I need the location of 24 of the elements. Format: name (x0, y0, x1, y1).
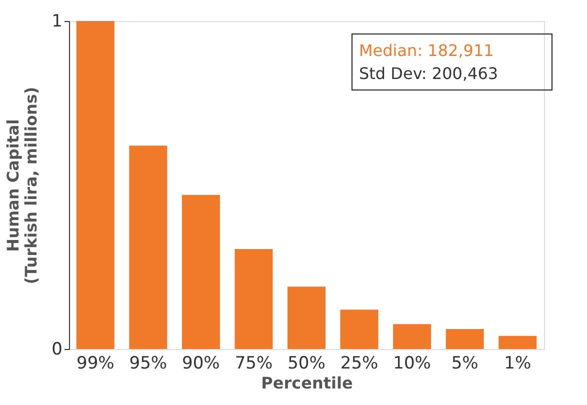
x-tick-label: 95% (129, 354, 168, 374)
y-tick-label: 0 (52, 340, 62, 360)
y-tick-label: 1 (52, 12, 62, 32)
y-axis-title: Human Capital (Turkish lira, millions) (4, 86, 41, 284)
annotation: Std Dev: 200,463 (359, 64, 498, 83)
x-tick-label: 1% (504, 354, 532, 374)
x-tick-label: 90% (182, 354, 220, 374)
bar (288, 286, 326, 349)
x-tick-label: 5% (451, 354, 478, 374)
x-tick-label: 10% (393, 354, 431, 374)
annotation: Median: 182,911 (359, 41, 494, 60)
x-axis-title: Percentile (261, 374, 353, 392)
x-tick-label: 25% (340, 354, 378, 374)
bar (498, 336, 537, 349)
bar (393, 324, 432, 349)
x-tick-label: 50% (288, 354, 326, 374)
bar (340, 310, 378, 349)
bar (446, 328, 484, 349)
bar (182, 194, 220, 349)
bar (129, 146, 168, 349)
x-tick-label: 75% (234, 354, 273, 374)
x-tick-label: 99% (76, 354, 114, 374)
bar (234, 248, 273, 349)
bar (76, 21, 114, 349)
